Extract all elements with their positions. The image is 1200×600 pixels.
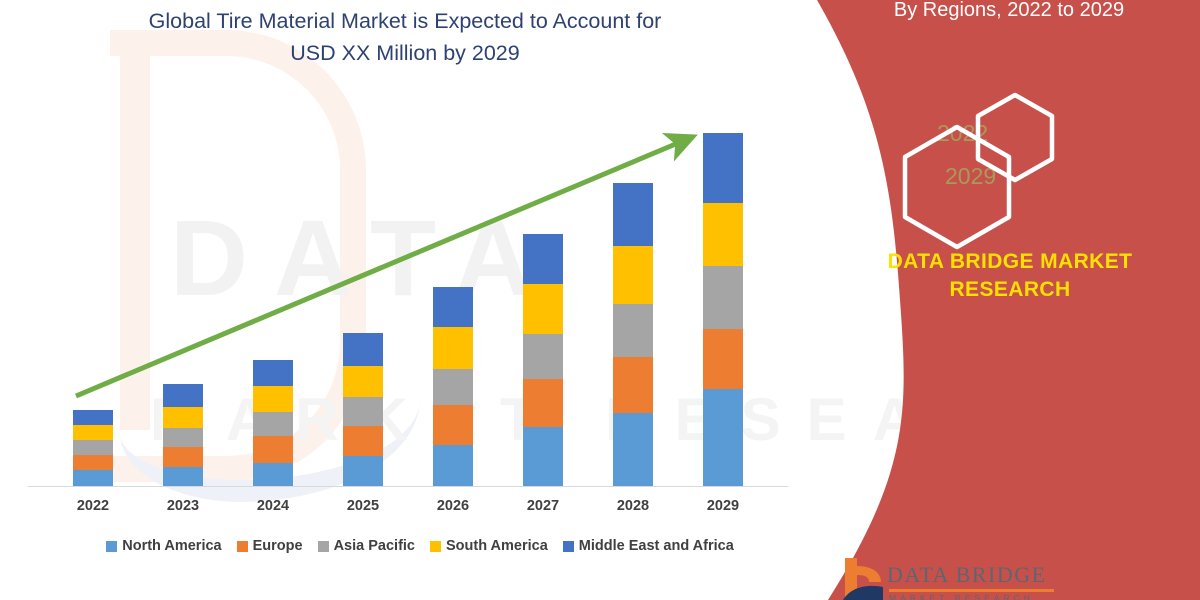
x-label-2029: 2029 (706, 498, 740, 514)
segment-2022-north-america[interactable] (73, 469, 113, 486)
segment-2029-asia-pacific[interactable] (703, 265, 743, 330)
segment-2029-europe[interactable] (703, 329, 743, 390)
segment-2022-europe[interactable] (73, 454, 113, 470)
legend-label: Middle East and Africa (578, 538, 734, 554)
segment-2025-middle-east-and-africa[interactable] (343, 333, 383, 367)
bar-2024[interactable] (253, 360, 293, 486)
segment-2026-europe[interactable] (433, 404, 473, 445)
segment-2028-north-america[interactable] (613, 412, 653, 486)
page-title-line1: Global Tire Material Market is Expected … (148, 9, 662, 33)
segment-2027-asia-pacific[interactable] (523, 334, 563, 380)
logo-tagline: MARKET RESEARCH (889, 593, 1034, 600)
segment-2029-middle-east-and-africa[interactable] (703, 133, 743, 204)
segment-2024-north-america[interactable] (253, 462, 293, 486)
segment-2022-south-america[interactable] (73, 424, 113, 440)
x-label-2022: 2022 (76, 498, 110, 514)
legend-item-north-america[interactable]: North America (106, 538, 222, 554)
segment-2028-europe[interactable] (613, 357, 653, 413)
brand-line-1: DATA BRIDGE MARKET (887, 250, 1133, 273)
stacked-bar-chart: 2022 2023 2024 2025 2026 2027 2028 2029 North A… (28, 132, 800, 554)
segment-2028-asia-pacific[interactable] (613, 303, 653, 358)
segment-2025-europe[interactable] (343, 425, 383, 456)
segment-2026-asia-pacific[interactable] (433, 369, 473, 405)
segment-2027-south-america[interactable] (523, 283, 563, 335)
x-label-2025: 2025 (346, 498, 380, 514)
bar-2022[interactable] (73, 409, 113, 486)
x-label-2028: 2028 (616, 498, 650, 514)
segment-2027-north-america[interactable] (523, 426, 563, 486)
segment-2023-north-america[interactable] (163, 466, 203, 486)
page-title: Global Tire Material Market is Expected … (60, 0, 750, 69)
segment-2028-middle-east-and-africa[interactable] (613, 183, 653, 246)
segment-2026-north-america[interactable] (433, 444, 473, 486)
legend-label: North America (122, 538, 222, 554)
legend-item-middle-east-and-africa[interactable]: Middle East and Africa (562, 538, 734, 554)
page-title-line2: USD XX Million by 2029 (290, 41, 520, 65)
x-label-2026: 2026 (436, 498, 470, 514)
segment-2023-europe[interactable] (163, 446, 203, 467)
hexagon-2029-label: 2029 (945, 163, 997, 189)
segment-2025-south-america[interactable] (343, 366, 383, 397)
legend-swatch-icon (317, 540, 329, 552)
segment-2028-south-america[interactable] (613, 245, 653, 304)
segment-2029-north-america[interactable] (703, 389, 743, 486)
hexagon-2022 (975, 92, 1055, 183)
legend-label: South America (446, 538, 548, 554)
panel-heading-text: By Regions, 2022 to 2029 (893, 0, 1125, 21)
segment-2027-europe[interactable] (523, 379, 563, 427)
segment-2025-asia-pacific[interactable] (343, 396, 383, 426)
logo-divider (889, 589, 1054, 592)
bar-2028[interactable] (613, 183, 653, 486)
legend-item-europe[interactable]: Europe (236, 538, 303, 554)
brand-name: DATA BRIDGE MARKET RESEARCH (850, 248, 1170, 304)
x-label-2027: 2027 (526, 498, 560, 514)
legend-swatch-icon (430, 540, 441, 552)
brand-line-2: RESEARCH (949, 278, 1071, 301)
bar-2023[interactable] (163, 384, 203, 486)
segment-2023-middle-east-and-africa[interactable] (163, 384, 203, 407)
chart-legend: North America Europe Asia Pacific South Ame… (40, 538, 800, 554)
legend-item-asia-pacific[interactable]: Asia Pacific (317, 538, 415, 554)
bar-2025[interactable] (343, 333, 383, 486)
legend-swatch-icon (106, 540, 118, 552)
legend-item-south-america[interactable]: South America (430, 538, 548, 554)
legend-swatch-icon (236, 540, 248, 552)
legend-label: Europe (252, 538, 303, 554)
legend-swatch-icon (562, 540, 574, 552)
segment-2024-middle-east-and-africa[interactable] (253, 360, 293, 387)
x-label-2024: 2024 (256, 498, 290, 514)
segment-2026-south-america[interactable] (433, 327, 473, 370)
segment-2024-south-america[interactable] (253, 386, 293, 412)
right-red-panel: By Regions, 2022 to 2029 2022 2029 DATA … (760, 0, 1200, 600)
hexagon-group (902, 92, 1055, 250)
segment-2025-north-america[interactable] (343, 455, 383, 486)
segment-2029-south-america[interactable] (703, 203, 743, 266)
segment-2022-asia-pacific[interactable] (73, 439, 113, 455)
panel-heading: By Regions, 2022 to 2029 (760, 0, 1200, 24)
segment-2027-middle-east-and-africa[interactable] (523, 233, 563, 284)
segment-2022-middle-east-and-africa[interactable] (73, 409, 113, 425)
x-axis-line (28, 486, 788, 487)
bar-2029[interactable] (703, 133, 743, 486)
company-logo: DATA BRIDGE MARKET RESEARCH (843, 556, 1075, 600)
logo-name: DATA BRIDGE (887, 562, 1047, 587)
bar-2027[interactable] (523, 233, 563, 486)
hexagon-2029 (902, 124, 1012, 250)
segment-2023-asia-pacific[interactable] (163, 427, 203, 447)
logo-bridge-icon (843, 558, 883, 600)
segment-2024-europe[interactable] (253, 435, 293, 463)
segment-2026-middle-east-and-africa[interactable] (433, 286, 473, 328)
x-label-2023: 2023 (166, 498, 200, 514)
segment-2023-south-america[interactable] (163, 406, 203, 428)
segment-2024-asia-pacific[interactable] (253, 411, 293, 436)
legend-label: Asia Pacific (333, 538, 415, 554)
bar-2026[interactable] (433, 286, 473, 486)
